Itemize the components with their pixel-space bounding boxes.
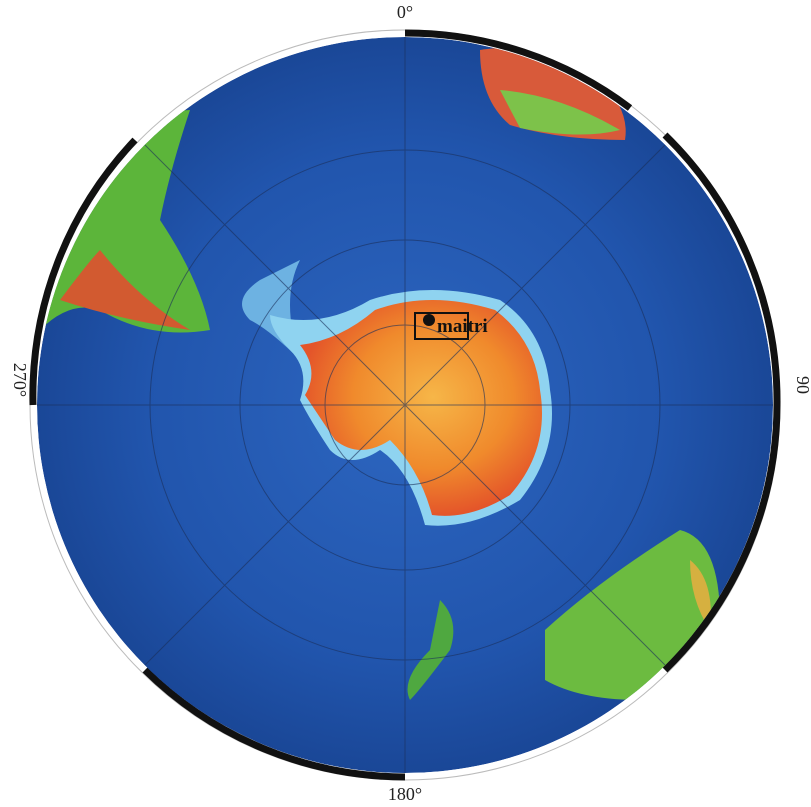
label-bottom: 180° — [388, 784, 422, 804]
label-left: 270° — [10, 363, 30, 397]
station-label: maitri — [437, 316, 488, 337]
label-top: 0° — [397, 2, 413, 22]
frame-ticks — [29, 29, 781, 781]
station-marker: maitri — [414, 312, 488, 340]
label-right: 90 — [793, 376, 811, 394]
globe — [37, 37, 773, 773]
